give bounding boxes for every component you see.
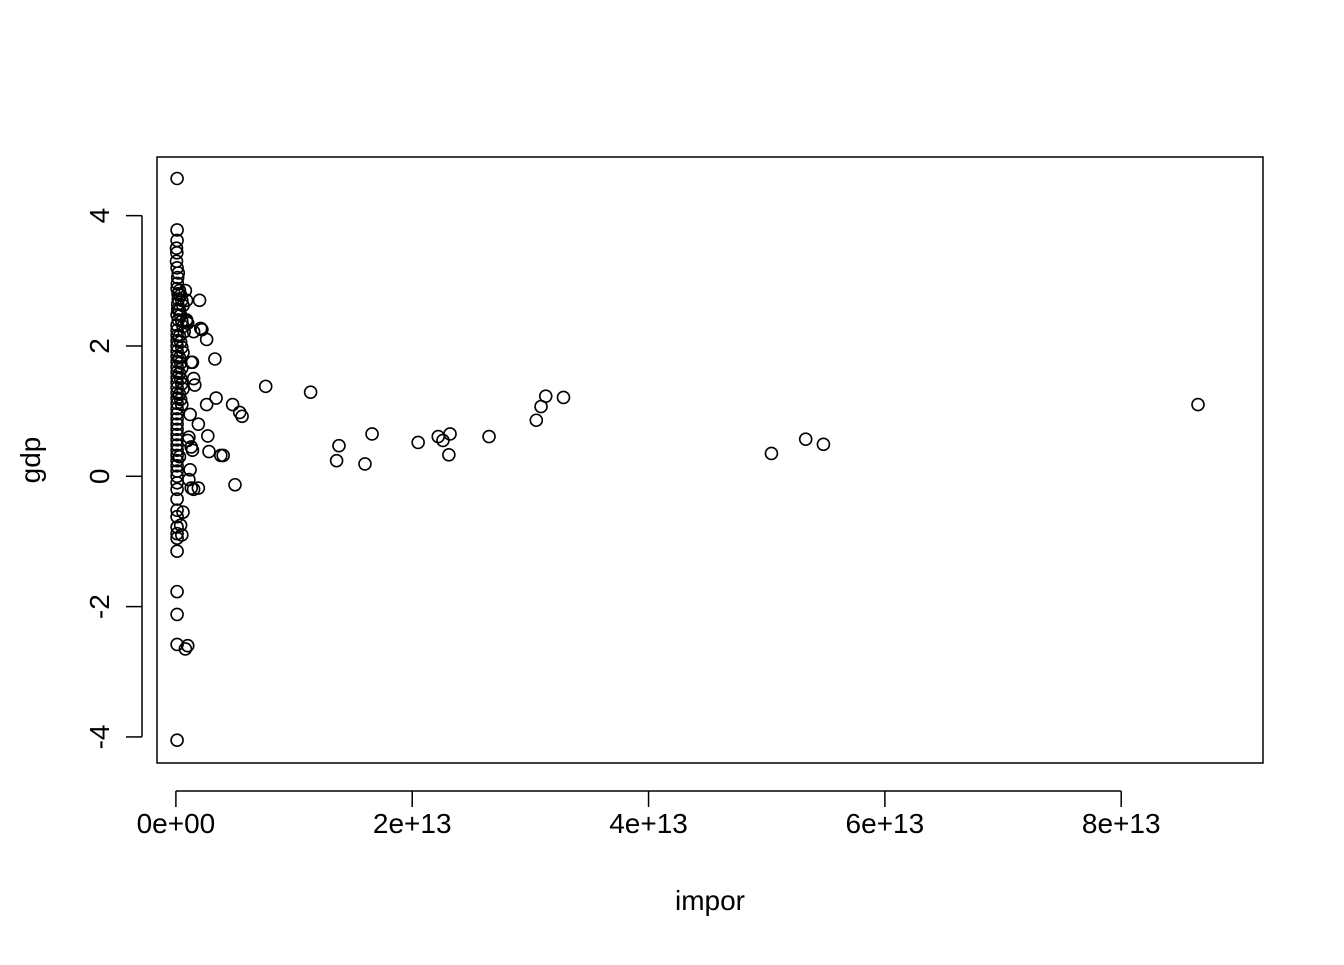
data-point bbox=[179, 293, 194, 308]
data-point bbox=[170, 401, 184, 416]
data-point bbox=[183, 407, 197, 422]
data-point bbox=[201, 429, 215, 443]
data-point bbox=[172, 387, 187, 401]
x-tick-label: 8e+13 bbox=[1082, 808, 1161, 839]
y-tick-label: 4 bbox=[84, 208, 115, 224]
data-point bbox=[798, 432, 813, 446]
data-point bbox=[358, 457, 372, 471]
data-point bbox=[185, 355, 200, 370]
data-point bbox=[538, 389, 553, 403]
data-point bbox=[235, 409, 249, 424]
data-point bbox=[170, 223, 184, 237]
data-point bbox=[443, 427, 457, 441]
data-point bbox=[365, 427, 379, 441]
data-point bbox=[188, 378, 202, 392]
data-point bbox=[225, 397, 240, 412]
data-point bbox=[175, 397, 189, 412]
data-point bbox=[170, 260, 184, 275]
data-point bbox=[199, 332, 214, 347]
data-point bbox=[171, 266, 186, 280]
data-point bbox=[170, 607, 184, 622]
data-point bbox=[173, 335, 188, 349]
data-point bbox=[176, 505, 190, 519]
data-point bbox=[175, 293, 189, 308]
data-point bbox=[816, 437, 831, 452]
data-point bbox=[169, 241, 184, 256]
data-point bbox=[170, 584, 184, 599]
data-point bbox=[175, 376, 189, 391]
data-point bbox=[170, 417, 184, 431]
data-point bbox=[183, 462, 197, 477]
data-point bbox=[185, 443, 200, 458]
data-point bbox=[173, 392, 188, 407]
data-point bbox=[170, 270, 185, 285]
data-point bbox=[208, 352, 222, 366]
data-point bbox=[764, 446, 779, 461]
data-point bbox=[182, 430, 196, 444]
data-point bbox=[170, 443, 184, 458]
data-point bbox=[172, 449, 187, 464]
data-point bbox=[173, 518, 188, 532]
data-point bbox=[175, 340, 189, 355]
data-point bbox=[170, 422, 184, 437]
y-tick-label: -2 bbox=[84, 594, 115, 619]
data-point bbox=[170, 412, 184, 426]
data-point bbox=[186, 371, 201, 386]
y-tick-label: 0 bbox=[84, 469, 115, 485]
y-tick-label: -4 bbox=[84, 724, 115, 749]
data-point bbox=[303, 385, 318, 400]
data-point bbox=[332, 438, 346, 453]
x-tick-label: 6e+13 bbox=[846, 808, 925, 839]
data-point bbox=[216, 448, 230, 463]
data-point bbox=[179, 314, 194, 329]
data-point bbox=[482, 429, 496, 444]
data-point bbox=[529, 413, 544, 428]
data-point bbox=[172, 350, 187, 365]
data-point bbox=[199, 397, 214, 412]
data-point bbox=[170, 245, 184, 260]
data-point bbox=[178, 642, 193, 656]
y-tick-label: 2 bbox=[84, 338, 115, 354]
data-point bbox=[170, 637, 184, 652]
data-point bbox=[209, 391, 223, 405]
data-point bbox=[191, 481, 206, 495]
x-tick-label: 2e+13 bbox=[373, 808, 452, 839]
data-point bbox=[175, 528, 189, 542]
data-point bbox=[228, 477, 242, 492]
data-point bbox=[170, 281, 184, 296]
data-point bbox=[329, 453, 344, 468]
data-point bbox=[170, 733, 184, 747]
data-point bbox=[442, 447, 456, 462]
data-points bbox=[169, 171, 1205, 747]
data-point bbox=[170, 482, 184, 497]
data-point bbox=[411, 435, 425, 450]
data-point bbox=[556, 390, 571, 405]
data-point bbox=[172, 366, 187, 381]
data-point bbox=[180, 638, 195, 653]
x-axis-label: impor bbox=[675, 885, 745, 916]
data-point bbox=[170, 492, 184, 506]
y-axis: -4 -2 0 2 4 bbox=[84, 208, 143, 749]
data-point bbox=[186, 324, 201, 339]
data-point bbox=[173, 371, 188, 386]
x-axis: 0e+00 2e+13 4e+13 6e+13 8e+13 bbox=[137, 790, 1161, 839]
data-point bbox=[170, 459, 184, 473]
data-point bbox=[191, 417, 206, 431]
data-point bbox=[202, 444, 216, 459]
data-point bbox=[170, 171, 184, 186]
data-point bbox=[178, 283, 193, 298]
data-point bbox=[258, 379, 273, 394]
plot-frame bbox=[156, 156, 1264, 764]
data-point bbox=[1191, 397, 1205, 412]
y-axis-label: gdp bbox=[15, 437, 46, 484]
x-tick-label: 4e+13 bbox=[609, 808, 688, 839]
x-tick-label: 0e+00 bbox=[137, 808, 216, 839]
data-point bbox=[170, 544, 184, 559]
data-point bbox=[192, 293, 207, 308]
data-point bbox=[193, 321, 208, 336]
data-point bbox=[170, 503, 184, 517]
